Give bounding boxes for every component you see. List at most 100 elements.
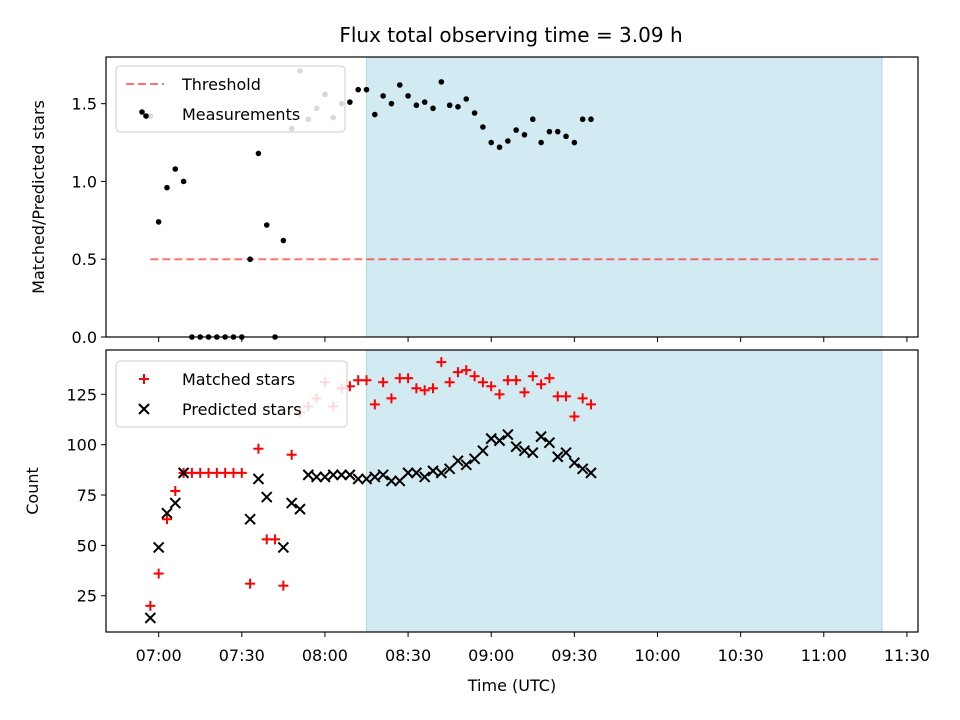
axes-frame	[105, 349, 919, 633]
predicted-star-marker	[568, 457, 581, 469]
x-tick-label: 10:00	[634, 646, 680, 665]
measurement-point	[355, 86, 361, 93]
matched-star-marker	[436, 357, 447, 368]
predicted-star-marker	[261, 491, 273, 503]
matched-star-marker	[170, 486, 181, 496]
matched-star-marker	[544, 373, 555, 384]
predicted-star-marker	[560, 447, 572, 459]
matched-star-marker	[444, 377, 455, 388]
matched-star-marker	[369, 399, 380, 410]
y-tick-label: 1.5	[72, 95, 97, 114]
measurement-point	[546, 128, 553, 135]
measurement-point	[571, 139, 578, 146]
matched-star-marker	[461, 365, 472, 376]
matched-star-marker	[452, 367, 463, 378]
predicted-star-marker	[377, 469, 389, 481]
predicted-star-marker	[402, 467, 414, 479]
predicted-star-marker	[485, 432, 497, 445]
x-tick-label: 08:00	[302, 646, 348, 665]
matched-star-marker	[577, 393, 588, 404]
predicted-star-marker	[460, 459, 472, 471]
x-tick-label: 09:00	[468, 646, 514, 665]
y-tick-label: 0.5	[72, 250, 97, 269]
matched-star-marker	[585, 399, 596, 410]
x-tick-label: 07:30	[219, 646, 265, 665]
measurement-point	[505, 138, 511, 144]
y-axis-label: Matched/Predicted stars	[29, 100, 48, 294]
legend-label: Threshold	[181, 75, 261, 94]
predicted-star-marker	[327, 469, 339, 481]
matched-star-marker	[511, 375, 522, 386]
matched-star-marker	[245, 578, 256, 589]
matched-star-marker	[361, 375, 372, 386]
measurement-point	[155, 219, 162, 225]
matched-star-marker	[428, 383, 439, 394]
predicted-star-marker	[302, 469, 315, 481]
predicted-star-marker	[161, 507, 173, 519]
measurement-point	[446, 102, 453, 109]
measurement-point	[164, 184, 170, 191]
predicted-star-marker	[385, 475, 398, 487]
predicted-star-marker	[169, 497, 181, 509]
measurement-point	[263, 222, 270, 228]
measurement-point	[413, 102, 420, 109]
y-tick-label: 0.0	[72, 328, 97, 347]
measurement-point	[363, 86, 370, 93]
y-axis-label: Count	[23, 467, 42, 515]
measurement-point	[521, 131, 528, 138]
measurement-point	[438, 79, 445, 85]
predicted-star-marker	[310, 471, 323, 483]
predicted-star-marker	[452, 455, 464, 467]
predicted-star-marker	[177, 467, 190, 479]
legend-label: Matched stars	[182, 370, 295, 389]
legend-box	[115, 360, 348, 428]
predicted-star-marker	[477, 445, 489, 457]
measurement-point	[463, 96, 470, 102]
x-tick-label: 10:30	[718, 646, 764, 665]
matched-star-marker	[527, 371, 538, 382]
legend-box	[115, 65, 346, 133]
matched-star-marker	[569, 411, 580, 422]
matched-star-marker	[469, 371, 480, 382]
measurement-point	[529, 116, 536, 123]
predicted-star-marker	[352, 473, 364, 485]
predicted-stars-legend-marker	[138, 403, 150, 415]
measurement-point	[388, 100, 395, 107]
predicted-star-marker	[152, 541, 165, 554]
predicted-star-marker	[277, 541, 290, 554]
predicted-star-marker	[285, 497, 298, 509]
x-tick-label: 11:30	[884, 646, 930, 665]
measurement-point	[405, 93, 411, 99]
predicted-star-marker	[319, 471, 331, 483]
predicted-star-marker	[144, 612, 157, 624]
matched-star-marker	[386, 393, 397, 404]
measurement-point	[579, 116, 586, 123]
x-axis-label: Time (UTC)	[467, 676, 556, 695]
predicted-star-marker	[369, 471, 381, 483]
measurement-point	[554, 128, 561, 135]
predicted-star-marker	[502, 428, 514, 441]
predicted-star-marker	[410, 467, 423, 479]
predicted-star-marker	[435, 467, 448, 479]
axes-frame	[105, 56, 919, 338]
predicted-star-marker	[585, 467, 597, 479]
x-tick-label: 11:00	[801, 646, 847, 665]
predicted-star-marker	[493, 434, 506, 447]
x-tick-label: 08:30	[385, 646, 431, 665]
x-tick-label: 09:30	[551, 646, 597, 665]
matched-star-marker	[486, 381, 497, 392]
predicted-star-marker	[244, 513, 256, 525]
measurement-point	[513, 127, 519, 133]
predicted-star-marker	[427, 465, 439, 477]
measurement-point	[538, 139, 544, 146]
matched-star-marker	[161, 514, 172, 525]
measurement-point	[588, 116, 594, 123]
measurement-point	[372, 111, 378, 118]
matched-star-marker	[153, 568, 164, 579]
y-tick-label: 125	[66, 385, 97, 404]
matched-star-marker	[494, 389, 505, 400]
y-tick-label: 50	[77, 536, 97, 555]
matched-star-marker	[236, 467, 247, 478]
predicted-star-marker	[552, 451, 564, 463]
measurement-point	[172, 166, 179, 172]
